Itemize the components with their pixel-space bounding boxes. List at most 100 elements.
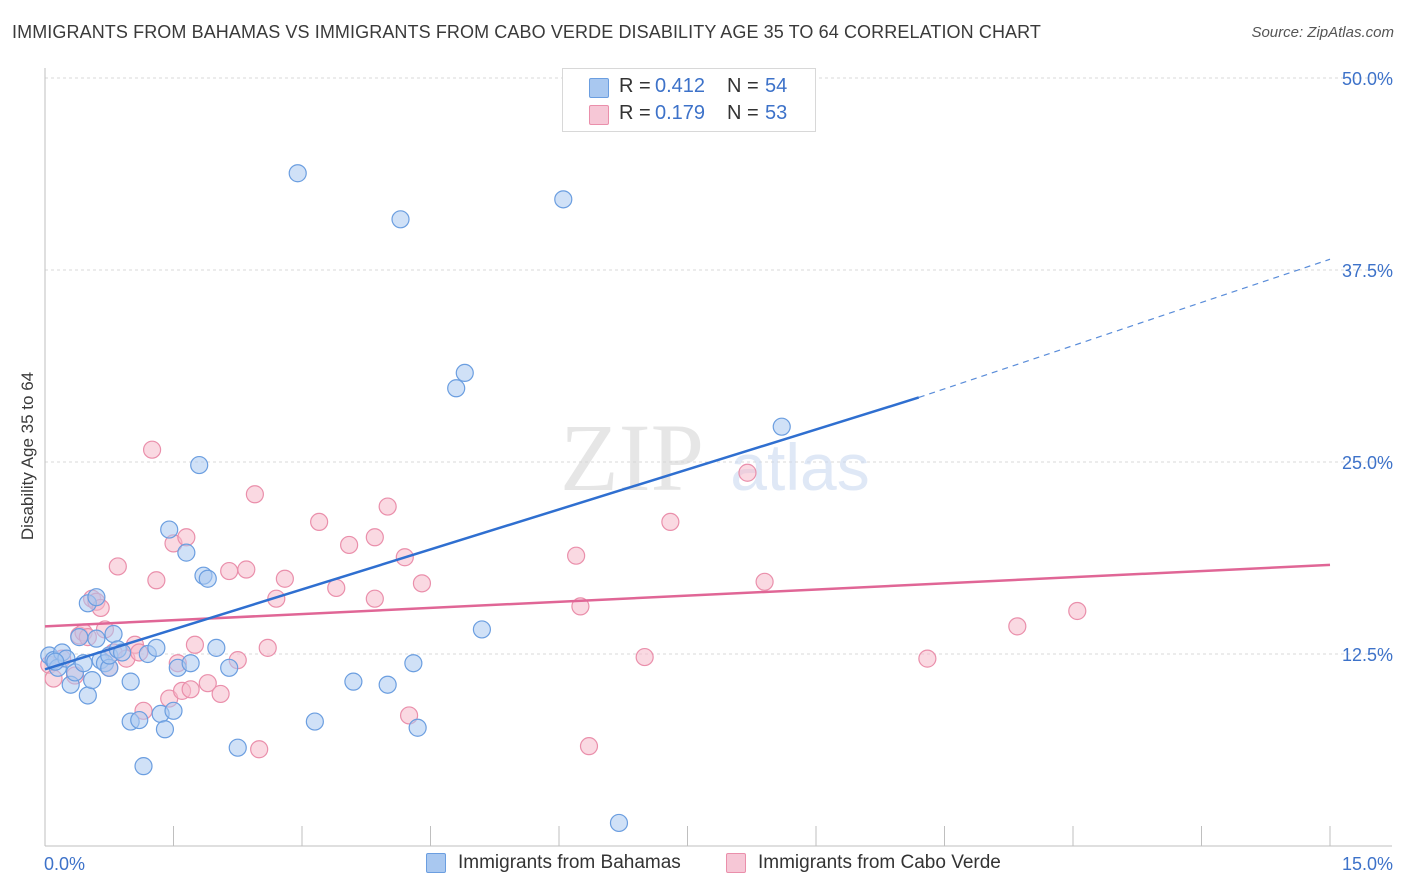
caboverde-point: [365, 528, 384, 547]
trend-lines: [44, 258, 1331, 671]
bahamas-point: [378, 675, 397, 694]
bahamas-point: [83, 671, 102, 690]
bahamas-point: [70, 628, 89, 647]
legend-r-label: R =: [619, 102, 651, 124]
bahamas-point: [134, 757, 153, 776]
bahamas-point: [190, 455, 209, 475]
y-tick-labels: 12.5% 25.0% 37.5% 50.0%: [1342, 69, 1393, 665]
caboverde-point: [755, 572, 774, 591]
caboverde-point: [185, 635, 205, 654]
caboverde-point: [378, 497, 397, 516]
bahamas-point: [198, 569, 217, 588]
legend-r-value: 0.412: [655, 75, 706, 97]
bahamas-point: [391, 210, 410, 229]
caboverde-point: [211, 684, 230, 704]
caboverde-point: [567, 546, 586, 565]
x-tick-label-max: 15.0%: [1342, 854, 1393, 874]
bahamas-trend-line: [44, 396, 920, 671]
caboverde-point: [108, 557, 127, 576]
caboverde-point: [412, 574, 432, 593]
bahamas-point: [121, 672, 140, 691]
caboverde-point: [635, 647, 654, 667]
bahamas-point: [609, 813, 629, 833]
caboverde-point: [1068, 601, 1087, 621]
bahamas-point: [447, 379, 466, 398]
caboverde-point: [275, 569, 294, 588]
bottom-legend-swatch-bahamas: [426, 853, 446, 873]
bahamas-point: [155, 720, 175, 739]
x-tick-label-min: 0.0%: [44, 854, 85, 874]
bahamas-point: [181, 654, 200, 673]
x-tick-labels: 0.0% 15.0%: [44, 854, 1393, 874]
caboverde-point: [181, 680, 200, 699]
y-axis-label: Disability Age 35 to 64: [18, 371, 37, 541]
bahamas-point: [228, 738, 247, 757]
bahamas-point: [455, 363, 474, 383]
chart-title: IMMIGRANTS FROM BAHAMAS VS IMMIGRANTS FR…: [12, 22, 1042, 42]
y-tick-label: 37.5%: [1342, 261, 1393, 281]
bahamas-point: [78, 686, 97, 705]
watermark: ZIP atlas: [560, 404, 870, 511]
caboverde-point: [142, 440, 162, 459]
bahamas-point: [344, 672, 363, 691]
y-tick-label: 12.5%: [1342, 645, 1393, 665]
caboverde-point: [250, 740, 269, 759]
correlation-legend: R = 0.412 N = 54 R = 0.179 N = 53: [562, 68, 816, 132]
caboverde-point: [340, 535, 359, 555]
caboverde-point: [579, 737, 599, 756]
bahamas-point: [404, 654, 423, 673]
source-label: Source: ZipAtlas.com: [1251, 24, 1394, 41]
bahamas-point: [112, 643, 132, 662]
caboverde-point: [258, 638, 277, 657]
axes: [44, 68, 1392, 847]
caboverde-point: [267, 589, 286, 608]
caboverde-point: [177, 528, 196, 547]
bahamas-point: [220, 658, 239, 677]
caboverde-point: [237, 560, 256, 579]
caboverde-point: [198, 674, 217, 693]
bahamas-point: [305, 712, 324, 731]
bahamas-trend-extension: [918, 258, 1331, 399]
caboverde-point: [661, 512, 680, 532]
bahamas-point: [554, 190, 573, 209]
caboverde-point: [738, 463, 757, 482]
legend-n-value: 54: [765, 75, 788, 97]
caboverde-point: [327, 578, 346, 598]
legend-r-value: 0.179: [655, 102, 706, 124]
y-tick-label: 50.0%: [1342, 69, 1393, 89]
bottom-legend-swatch-caboverde: [726, 853, 746, 873]
bahamas-point: [87, 629, 106, 648]
legend-n-label: N =: [727, 75, 759, 97]
bahamas-point: [164, 701, 183, 720]
caboverde-point: [1008, 617, 1027, 636]
y-tick-label: 25.0%: [1342, 453, 1393, 473]
legend-n-value: 53: [765, 102, 788, 124]
bahamas-point: [177, 543, 196, 562]
bottom-legend-label-caboverde: Immigrants from Cabo Verde: [758, 852, 1001, 873]
bahamas-point: [408, 718, 427, 737]
bahamas-point: [104, 624, 123, 644]
bahamas-point: [772, 417, 791, 436]
bahamas-point: [130, 710, 149, 730]
bahamas-point: [288, 164, 307, 183]
caboverde-point: [147, 571, 166, 590]
caboverde-point: [365, 589, 384, 608]
bahamas-point: [87, 588, 106, 607]
caboverde-point: [918, 649, 937, 668]
legend-r-label: R =: [619, 75, 651, 97]
caboverde-point: [220, 561, 239, 581]
caboverde-point: [399, 706, 419, 725]
caboverde-trend-line: [44, 563, 1331, 628]
watermark-zip: ZIP: [560, 404, 704, 511]
caboverde-point: [245, 485, 264, 504]
legend-n-label: N =: [727, 102, 759, 124]
legend-swatch-bahamas: [589, 78, 609, 98]
bahamas-point: [472, 620, 491, 639]
bahamas-point: [160, 520, 179, 539]
caboverde-point: [310, 512, 329, 532]
legend-swatch-caboverde: [589, 105, 609, 125]
bahamas-point: [147, 638, 166, 657]
bahamas-point: [207, 638, 226, 657]
bottom-legend-label-bahamas: Immigrants from Bahamas: [458, 852, 681, 873]
